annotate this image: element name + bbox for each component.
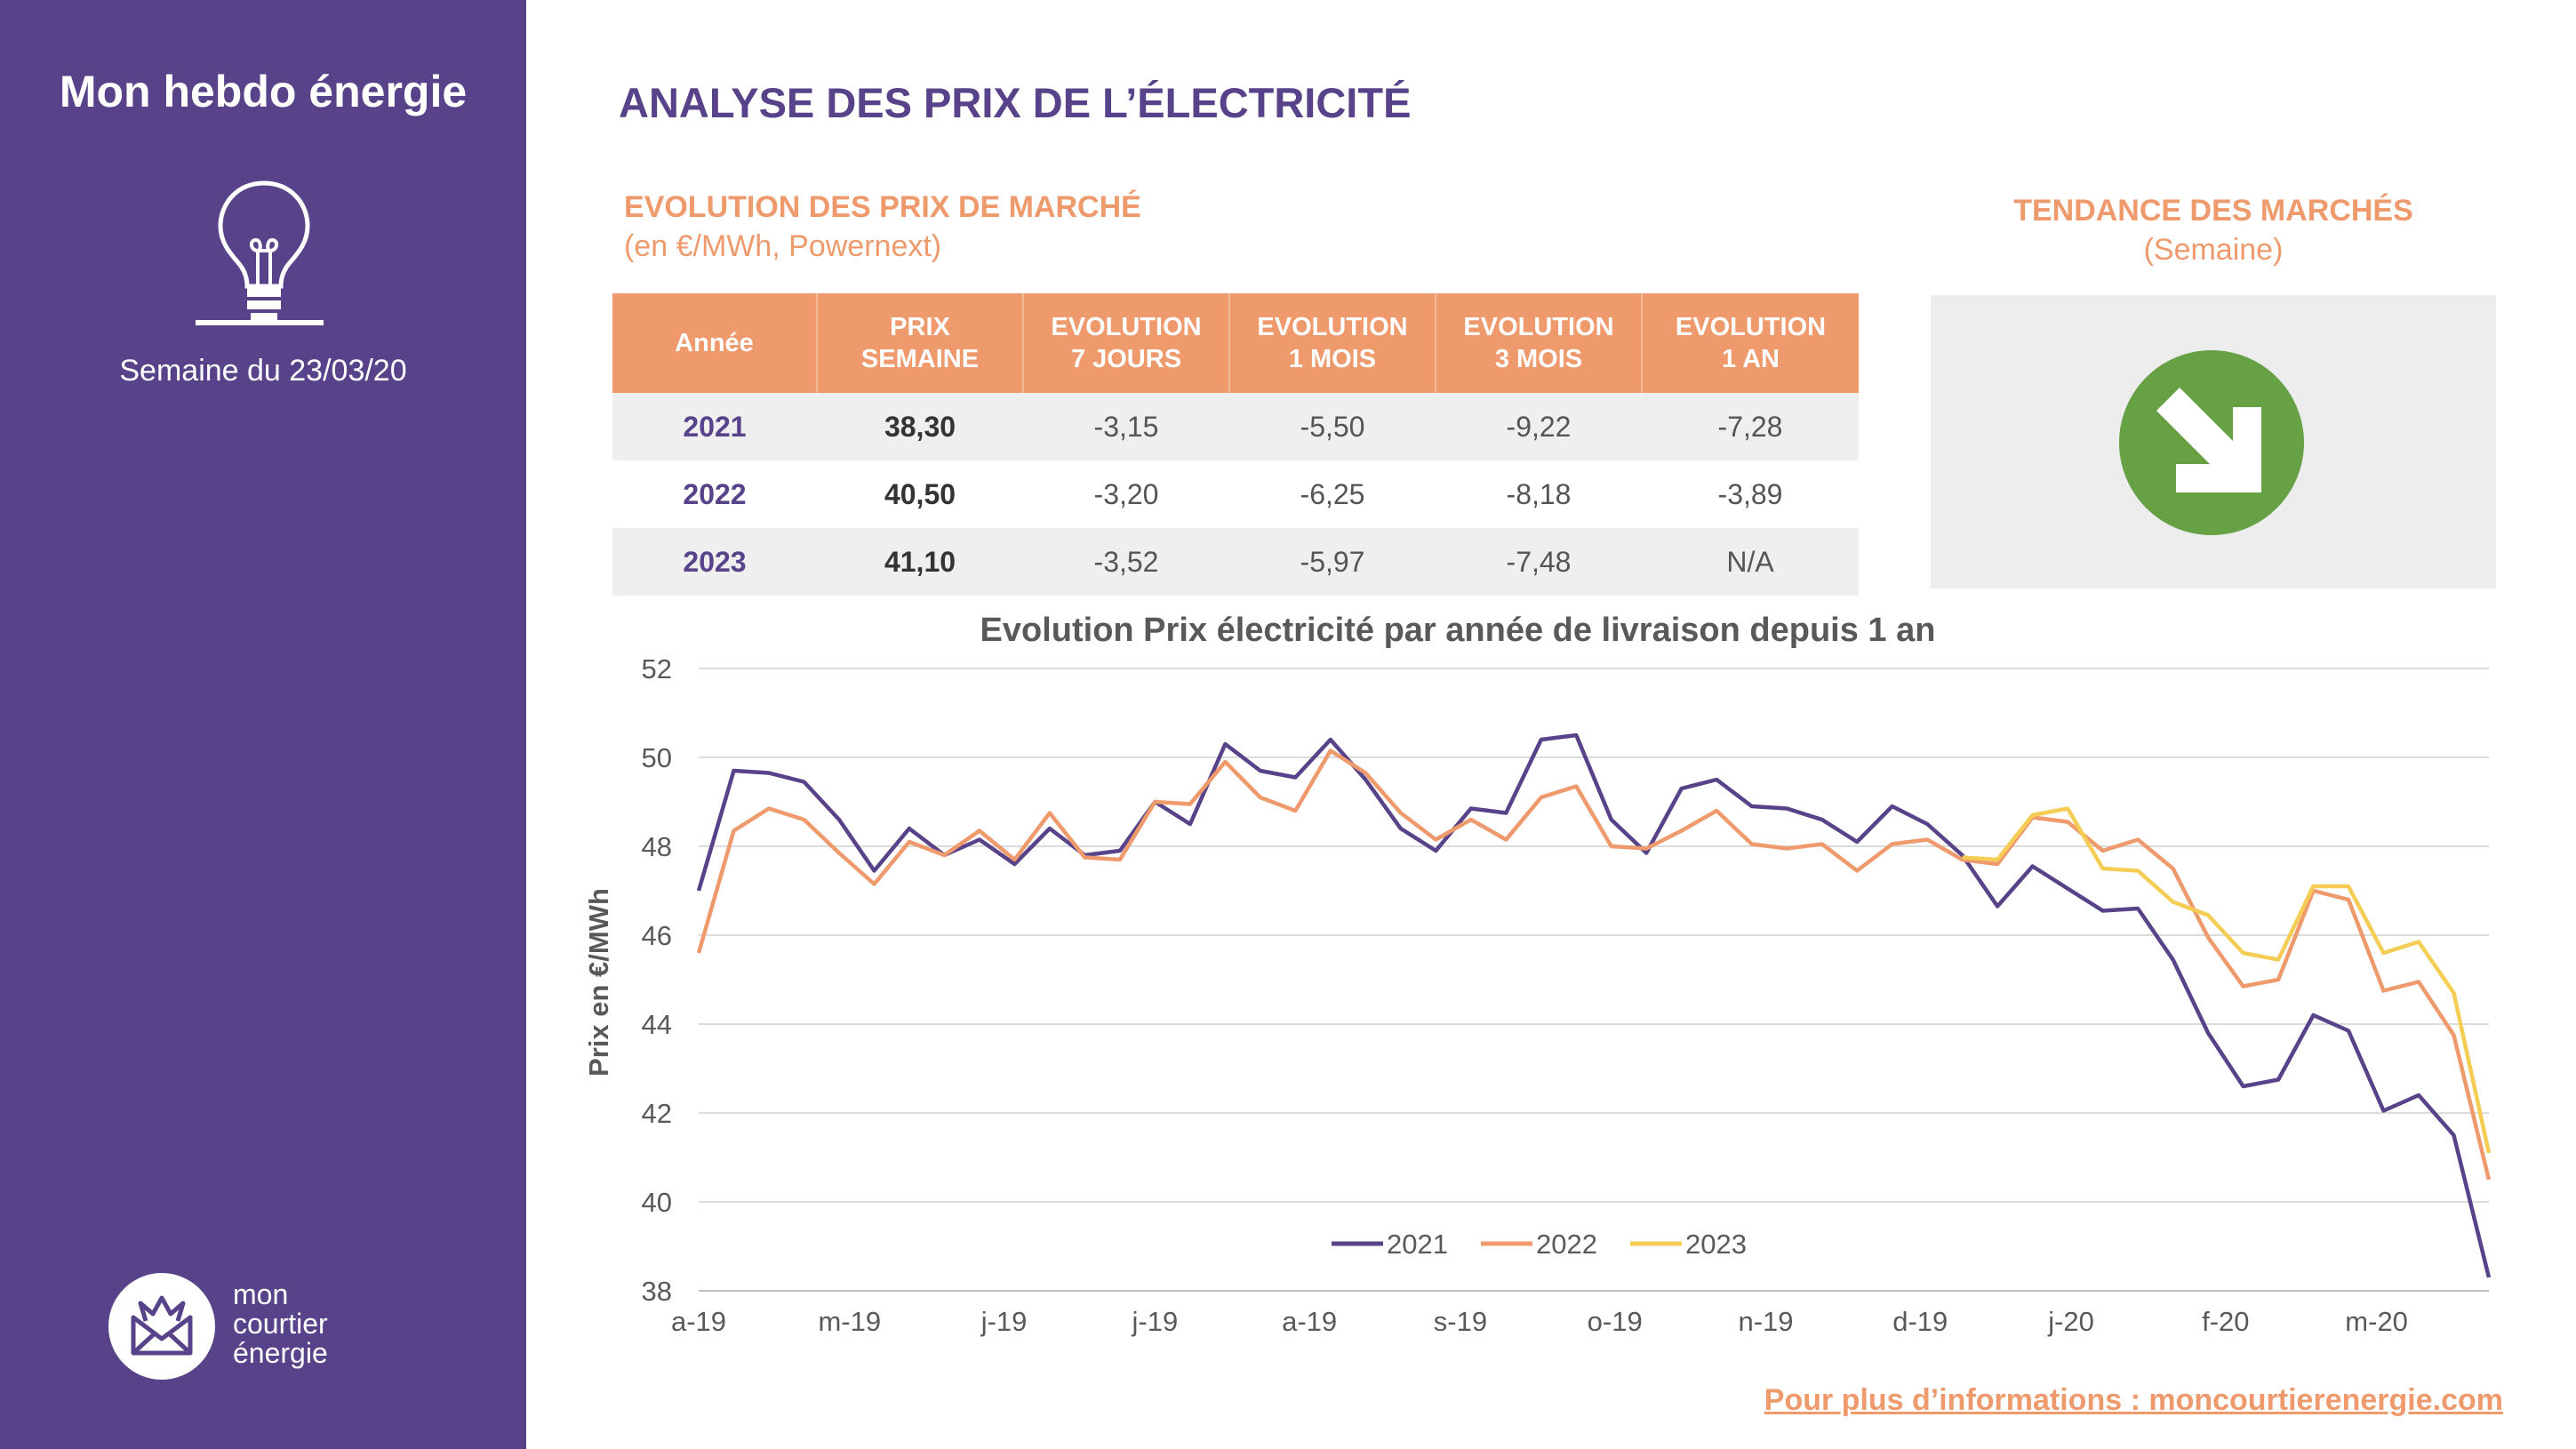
evolution-title: EVOLUTION DES PRIX DE MARCHÉ [624, 190, 1141, 224]
header-text: EVOLUTION [1463, 313, 1614, 341]
price-chart: Evolution Prix électricité par année de … [583, 612, 2492, 1337]
lightbulb-icon [218, 180, 310, 320]
brand-name: mon courtier énergie [233, 1280, 328, 1368]
header-evolution-1-mois: EVOLUTION 1 MOIS [1229, 293, 1436, 393]
header-text: EVOLUTION [1675, 313, 1827, 341]
series-line-2022 [696, 749, 2492, 1181]
x-tick-label: d-19 [1892, 1306, 1948, 1337]
down-right-arrow-icon [2119, 350, 2304, 535]
series-line-2023 [1962, 806, 2492, 1154]
y-tick-label: 52 [642, 653, 672, 684]
cell-evo-1a: -3,89 [1717, 477, 1783, 510]
page-title: ANALYSE DES PRIX DE L’ÉLECTRICITÉ [619, 79, 1412, 126]
info-link[interactable]: Pour plus d’informations : moncourtieren… [1764, 1383, 2503, 1417]
legend-label-2021: 2021 [1387, 1229, 1448, 1260]
evolution-subtitle: (en €/MWh, Powernext) [624, 229, 942, 263]
x-tick-label: n-19 [1738, 1306, 1793, 1337]
trend-panel [1931, 295, 2496, 588]
header-text: 3 MOIS [1494, 345, 1583, 373]
brand-line-1: mon [233, 1278, 289, 1310]
sidebar-title: Mon hebdo énergie [59, 67, 468, 116]
x-tick-label: m-19 [818, 1306, 881, 1337]
cell-price: 40,50 [884, 477, 956, 510]
y-tick-label: 50 [642, 742, 672, 773]
brand-logo [108, 1273, 215, 1380]
x-axis-ticks: a-19 m-19 j-19 j-19 a-19 s-19 o-19 n-19 d-19 j-20… [671, 1306, 2408, 1337]
header-evolution-3-mois: EVOLUTION 3 MOIS [1436, 293, 1643, 393]
x-tick-label: f-20 [2202, 1306, 2249, 1337]
cell-evo-1a: N/A [1642, 528, 1859, 596]
chart-legend: 2021 2022 2023 [1332, 1229, 1747, 1260]
x-tick-label: o-19 [1588, 1306, 1643, 1337]
header-text: 1 AN [1722, 345, 1780, 373]
envelope-crown-icon [131, 1295, 193, 1356]
y-tick-label: 44 [642, 1009, 672, 1040]
header-text: EVOLUTION [1257, 313, 1408, 341]
cell-year: 2023 [612, 528, 817, 596]
sidebar-divider [196, 320, 324, 325]
y-tick-label: 38 [642, 1276, 672, 1307]
cell-evo-7j: -3,20 [1093, 477, 1159, 510]
cell-evo-1m: -6,25 [1300, 477, 1365, 510]
y-tick-label: 42 [642, 1098, 672, 1129]
legend-label-2022: 2022 [1536, 1229, 1597, 1260]
header-text: PRIX [890, 313, 950, 341]
x-tick-label: j-20 [2047, 1306, 2094, 1337]
cell-evo-1m: -5,97 [1229, 528, 1436, 596]
y-tick-label: 40 [642, 1187, 672, 1218]
series-line-2021 [696, 733, 2492, 1278]
cell-year: 2022 [683, 477, 747, 510]
chart-title: Evolution Prix électricité par année de … [980, 612, 1936, 649]
legend-label-2023: 2023 [1685, 1229, 1747, 1260]
x-tick-label: j-19 [980, 1306, 1028, 1337]
y-axis-label: Prix en €/MWh [583, 888, 614, 1077]
cell-evo-3m: -8,18 [1506, 477, 1572, 510]
header-prix-semaine: PRIX SEMAINE [817, 293, 1024, 393]
cell-evo-3m: -9,22 [1436, 393, 1642, 460]
header-text: SEMAINE [860, 345, 980, 373]
cell-evo-7j: -3,15 [1023, 393, 1229, 460]
header-text: 1 MOIS [1288, 345, 1377, 373]
trend-subtitle: (Semaine) [2143, 233, 2284, 267]
table-header-row: Année PRIX SEMAINE EVOLUTION 7 JOURS EVOLU… [612, 293, 1859, 393]
x-tick-label: m-20 [2345, 1306, 2408, 1337]
y-axis-ticks: 38 40 42 44 46 48 50 52 [642, 653, 672, 1307]
chart-series [696, 733, 2492, 1278]
brand-line-2: courtier [233, 1308, 328, 1340]
header-annee: Année [612, 293, 818, 393]
cell-price: 41,10 [817, 528, 1023, 596]
week-label: Semaine du 23/03/20 [119, 354, 407, 388]
cell-price: 38,30 [817, 393, 1023, 460]
cell-evo-3m: -7,48 [1436, 528, 1642, 596]
y-tick-label: 48 [642, 831, 672, 862]
x-tick-label: s-19 [1434, 1306, 1487, 1337]
trend-title: TENDANCE DES MARCHÉS [2013, 194, 2413, 228]
table-row: 2023 41,10 -3,52 -5,97 -7,48 N/A [612, 528, 1859, 596]
x-tick-label: j-19 [1132, 1306, 1179, 1337]
sidebar: Mon hebdo énergie Semaine du 23/03/20 mo… [0, 0, 526, 1449]
x-tick-label: a-19 [1282, 1306, 1337, 1337]
header-text: Année [675, 329, 754, 357]
brand-line-3: énergie [233, 1337, 328, 1369]
cell-year: 2021 [612, 393, 817, 460]
table-row: 2021 38,30 -3,15 -5,50 -9,22 -7,28 [612, 393, 1859, 460]
cell-evo-1m: -5,50 [1229, 393, 1436, 460]
price-table: Année PRIX SEMAINE EVOLUTION 7 JOURS EVOLU… [612, 293, 1859, 596]
header-text: EVOLUTION [1051, 313, 1202, 341]
header-evolution-1-an: EVOLUTION 1 AN [1642, 293, 1859, 393]
table-row: 2022 40,50 -3,20 -6,25 -8,18 -3,89 [612, 460, 1859, 528]
header-evolution-7-jours: EVOLUTION 7 JOURS [1023, 293, 1230, 393]
x-tick-label: a-19 [671, 1306, 726, 1337]
header-text: 7 JOURS [1070, 345, 1182, 373]
cell-evo-7j: -3,52 [1023, 528, 1229, 596]
chart-gridlines [699, 668, 2489, 1292]
y-tick-label: 46 [642, 920, 672, 951]
cell-evo-1a: -7,28 [1642, 393, 1859, 460]
